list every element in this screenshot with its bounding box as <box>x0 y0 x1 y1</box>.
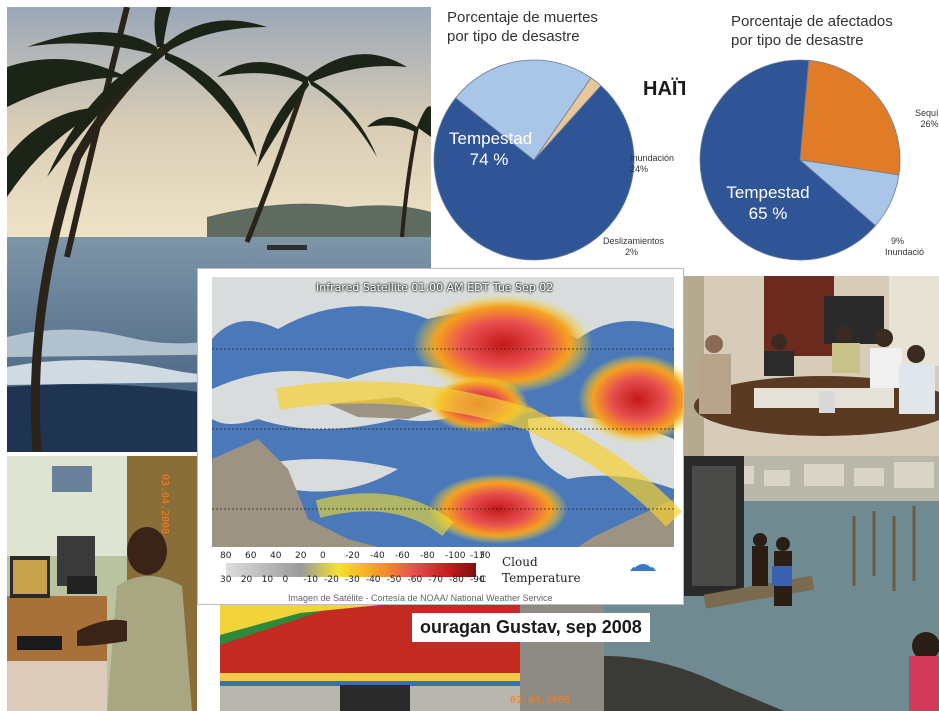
affected-inundacion-label: 9% Inundació <box>885 236 924 258</box>
deaths-slice-tempestad <box>433 85 635 261</box>
affected-inundacion-name: Inundació <box>885 247 925 257</box>
scale-f-tick: 60 <box>245 551 257 561</box>
affected-pie-chart: Porcentaje de afectados por tipo de desa… <box>685 0 939 275</box>
deaths-deslizamientos-value: 2% <box>625 247 639 257</box>
office-photo-date-stamp: 03.04.2008 <box>159 474 170 535</box>
affected-sequia-label: Sequí 26% <box>915 108 939 130</box>
affected-inundacion-value: 9% <box>891 236 905 246</box>
flood-photo <box>604 456 939 711</box>
scale-f-tick: -100 <box>445 551 466 561</box>
satellite-map <box>212 277 683 577</box>
haiti-heading: HAÏTI <box>643 78 696 100</box>
satellite-unit-c: C <box>480 575 487 585</box>
scale-f-tick: -130 <box>470 551 491 561</box>
scale-c-tick: -50 <box>386 575 402 585</box>
affected-pie-title: Porcentaje de afectados por tipo de desa… <box>731 12 893 50</box>
gustav-caption: ouragan Gustav, sep 2008 <box>412 613 650 642</box>
satellite-scale-f: 80 60 40 20 0 -20 -40 -60 -80 -100 -130 <box>220 551 490 563</box>
deaths-deslizamientos-label: Deslizamientos 2% <box>603 236 664 258</box>
scale-c-tick: -60 <box>407 575 423 585</box>
scale-f-tick: -40 <box>370 551 385 561</box>
deaths-pie-chart: Porcentaje de muertes por tipo de desast… <box>431 0 685 275</box>
truck-photo: 02.04.2008 <box>220 605 604 711</box>
deaths-slice-deslizamientos <box>533 77 602 161</box>
deaths-slice-inundacin <box>455 59 592 161</box>
scale-c-tick: 30 <box>220 575 232 585</box>
deaths-pie-title-line-2: por tipo de desastre <box>447 28 580 45</box>
affected-pie-title-line-2: por tipo de desastre <box>731 32 864 49</box>
deaths-deslizamientos-name: Deslizamientos <box>603 236 665 246</box>
scale-f-tick: 20 <box>295 551 307 561</box>
affected-tempestad-value: 65 % <box>748 204 788 223</box>
affected-slice-sequ <box>799 59 901 176</box>
satellite-legend-cloud: Cloud <box>502 555 538 569</box>
scale-f-tick: 40 <box>270 551 282 561</box>
scale-c-tick: 20 <box>240 575 253 585</box>
scale-f-tick: -60 <box>395 551 410 561</box>
scale-f-tick: -80 <box>420 551 435 561</box>
affected-slice-tempestad <box>699 59 877 261</box>
control-room-photo: 03.04.2008 <box>7 456 197 711</box>
scale-f-tick: 80 <box>220 551 232 561</box>
scale-c-tick: -10 <box>303 575 319 585</box>
satellite-legend-temperature: Temperature <box>502 571 581 585</box>
deaths-tempestad-value: 74 % <box>469 150 509 169</box>
truck-photo-date-stamp: 02.04.2008 <box>510 695 571 706</box>
affected-sequia-name: Sequí <box>915 108 939 118</box>
scale-c-tick: -40 <box>365 575 381 585</box>
deaths-tempestad-name: Tempestad <box>449 129 533 148</box>
scale-c-tick: -20 <box>324 575 339 585</box>
scale-c-tick: 0 <box>282 575 289 585</box>
satellite-image-panel: Infrared Satellite 01:00 AM EDT Tue Sep … <box>197 268 684 605</box>
satellite-title: Infrared Satellite 01:00 AM EDT Tue Sep … <box>316 281 554 294</box>
deaths-pie-svg <box>433 59 635 261</box>
satellite-unit-f: F <box>480 551 486 561</box>
affected-tempestad-name: Tempestad <box>726 183 810 202</box>
scale-c-tick: -80 <box>449 575 464 585</box>
scale-c-tick: 10 <box>261 575 274 585</box>
scale-c-tick: -30 <box>345 575 360 585</box>
satellite-scale-c: 30 20 10 0 -10 -20 -30 -40 -50 -60 -70 -80 -90 <box>220 575 486 587</box>
scale-c-tick: -70 <box>428 575 444 585</box>
deaths-pie-title: Porcentaje de muertes por tipo de desast… <box>447 8 598 46</box>
deaths-tempestad-label: Tempestad 74 % <box>449 128 533 170</box>
affected-pie-svg <box>699 59 901 261</box>
deaths-inundacion-value: 24% <box>630 164 649 174</box>
satellite-credit: Imagen de Satélite - Cortesía de NOAA/ N… <box>288 593 553 603</box>
meeting-photo <box>684 276 939 456</box>
scale-f-tick: -20 <box>345 551 360 561</box>
scale-c-tick: -90 <box>470 575 485 585</box>
affected-sequia-value: 26% <box>920 119 939 129</box>
deaths-inundacion-name: Inundación <box>630 153 675 163</box>
affected-pie-title-line-1: Porcentaje de afectados <box>731 13 893 30</box>
affected-tempestad-label: Tempestad 65 % <box>723 182 813 224</box>
deaths-inundacion-label: Inundación 24% <box>630 153 674 175</box>
noaa-logo-icon <box>628 553 658 573</box>
scale-f-tick: 0 <box>320 551 326 561</box>
deaths-pie-title-line-1: Porcentaje de muertes <box>447 9 598 26</box>
